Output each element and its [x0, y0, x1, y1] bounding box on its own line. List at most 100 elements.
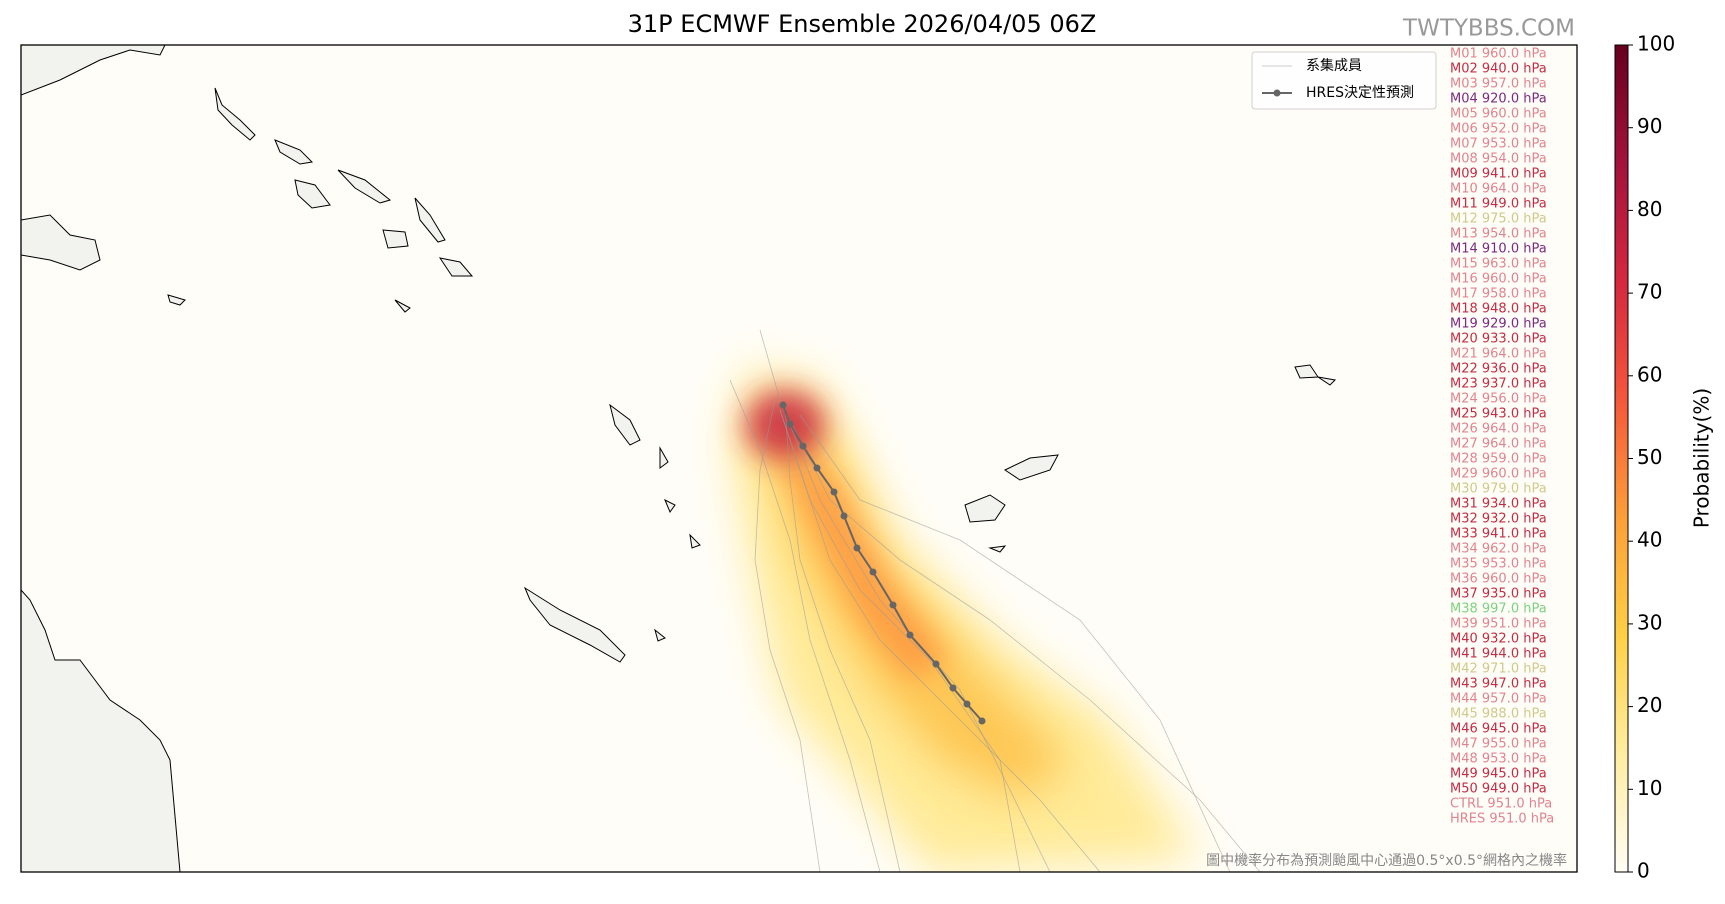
member-label: M48 953.0 hPa	[1450, 752, 1547, 767]
member-label: M07 953.0 hPa	[1450, 137, 1547, 152]
member-label: M01 960.0 hPa	[1450, 47, 1547, 62]
land	[1317, 376, 1337, 386]
colorbar-tick-label: 0	[1637, 859, 1650, 883]
member-label: M20 933.0 hPa	[1450, 332, 1547, 347]
member-label: M40 932.0 hPa	[1450, 632, 1547, 647]
member-label: M36 960.0 hPa	[1450, 572, 1547, 587]
member-label: M27 964.0 hPa	[1450, 437, 1547, 452]
member-label: M35 953.0 hPa	[1450, 557, 1547, 572]
member-label: M38 997.0 hPa	[1450, 602, 1547, 617]
member-label: M50 949.0 hPa	[1450, 782, 1547, 797]
colorbar-label: Probability(%)	[1690, 388, 1714, 528]
member-label: M15 963.0 hPa	[1450, 257, 1547, 272]
member-label: M33 941.0 hPa	[1450, 527, 1547, 542]
probability-field	[730, 370, 1200, 872]
land	[394, 299, 411, 313]
land	[337, 169, 392, 204]
land	[523, 586, 626, 663]
member-label: M45 988.0 hPa	[1450, 707, 1547, 722]
member-label: M30 979.0 hPa	[1450, 482, 1547, 497]
member-label: M13 954.0 hPa	[1450, 227, 1547, 242]
colorbar-tick-label: 60	[1637, 362, 1662, 386]
land	[382, 229, 409, 249]
member-label: M37 935.0 hPa	[1450, 587, 1547, 602]
member-label: M05 960.0 hPa	[1450, 107, 1547, 122]
colorbar-tick-label: 30	[1637, 610, 1662, 634]
member-label: M32 932.0 hPa	[1450, 512, 1547, 527]
member-label: M03 957.0 hPa	[1450, 77, 1547, 92]
member-label: M31 934.0 hPa	[1450, 497, 1547, 512]
ensemble-tracks	[729, 329, 1261, 872]
member-label: M49 945.0 hPa	[1450, 767, 1547, 782]
legend-label: 系集成員	[1306, 57, 1362, 74]
land	[664, 498, 676, 514]
member-label: M12 975.0 hPa	[1450, 212, 1547, 227]
colorbar-tick-label: 80	[1637, 197, 1662, 221]
colorbar-scale	[1614, 44, 1629, 873]
legend: 系集成員 HRES決定性預測	[1251, 51, 1437, 110]
member-label: M19 929.0 hPa	[1450, 317, 1547, 332]
member-label: M29 960.0 hPa	[1450, 467, 1547, 482]
legend-label: HRES決定性預測	[1306, 85, 1414, 101]
member-label: M39 951.0 hPa	[1450, 617, 1547, 632]
member-label: M11 949.0 hPa	[1450, 197, 1547, 212]
colorbar-tick-label: 10	[1637, 776, 1662, 800]
colorbar: 0 10 20 30 40 50 60 70 80 90 100	[1614, 32, 1675, 883]
member-label: M25 943.0 hPa	[1450, 407, 1547, 422]
member-label: M21 964.0 hPa	[1450, 347, 1547, 362]
land	[654, 628, 666, 642]
land	[1003, 454, 1059, 481]
land	[988, 545, 1007, 553]
colorbar-tick-label: 40	[1637, 528, 1662, 552]
land	[214, 87, 256, 141]
member-label: M06 952.0 hPa	[1450, 122, 1547, 137]
land	[659, 446, 669, 469]
member-label: M46 945.0 hPa	[1450, 722, 1547, 737]
member-label: M41 944.0 hPa	[1450, 647, 1547, 662]
map: 圖中機率分布為預測颱風中心通過0.5°x0.5°網格內之機率	[21, 45, 1577, 872]
map-frame	[20, 44, 1578, 873]
member-label: M04 920.0 hPa	[1450, 92, 1547, 107]
land	[609, 403, 641, 446]
member-label: M43 947.0 hPa	[1450, 677, 1547, 692]
member-label: M44 957.0 hPa	[1450, 692, 1547, 707]
land	[21, 45, 166, 96]
colorbar-tick-label: 90	[1637, 114, 1662, 138]
colorbar-tick-label: 100	[1637, 32, 1675, 56]
watermark: TWTYBBS.COM	[1402, 16, 1575, 42]
land	[294, 179, 331, 209]
member-label: M08 954.0 hPa	[1450, 152, 1547, 167]
land	[21, 214, 101, 271]
member-label: M17 958.0 hPa	[1450, 287, 1547, 302]
land	[274, 139, 314, 165]
land	[438, 257, 474, 277]
member-label: M16 960.0 hPa	[1450, 272, 1547, 287]
member-label: M28 959.0 hPa	[1450, 452, 1547, 467]
member-label: M42 971.0 hPa	[1450, 662, 1547, 677]
member-label: M34 962.0 hPa	[1450, 542, 1547, 557]
member-label: M18 948.0 hPa	[1450, 302, 1547, 317]
member-label: M02 940.0 hPa	[1450, 62, 1547, 77]
title: 31P ECMWF Ensemble 2026/04/05 06Z	[628, 10, 1097, 38]
member-label: CTRL 951.0 hPa	[1450, 797, 1552, 812]
member-label: M22 936.0 hPa	[1450, 362, 1547, 377]
land	[414, 197, 446, 243]
member-label: M24 956.0 hPa	[1450, 392, 1547, 407]
footnote: 圖中機率分布為預測颱風中心通過0.5°x0.5°網格內之機率	[1206, 852, 1567, 869]
member-label: M10 964.0 hPa	[1450, 182, 1547, 197]
member-label: M47 955.0 hPa	[1450, 737, 1547, 752]
land	[964, 494, 1006, 523]
member-label: HRES 951.0 hPa	[1450, 812, 1554, 827]
colorbar-tick-label: 50	[1637, 445, 1662, 469]
member-label: M14 910.0 hPa	[1450, 242, 1547, 257]
member-label: M26 964.0 hPa	[1450, 422, 1547, 437]
colorbar-tick-label: 70	[1637, 280, 1662, 304]
member-label: M23 937.0 hPa	[1450, 377, 1547, 392]
land	[689, 533, 701, 549]
hres-track	[779, 401, 986, 725]
member-label: M09 941.0 hPa	[1450, 167, 1547, 182]
land	[21, 589, 181, 872]
